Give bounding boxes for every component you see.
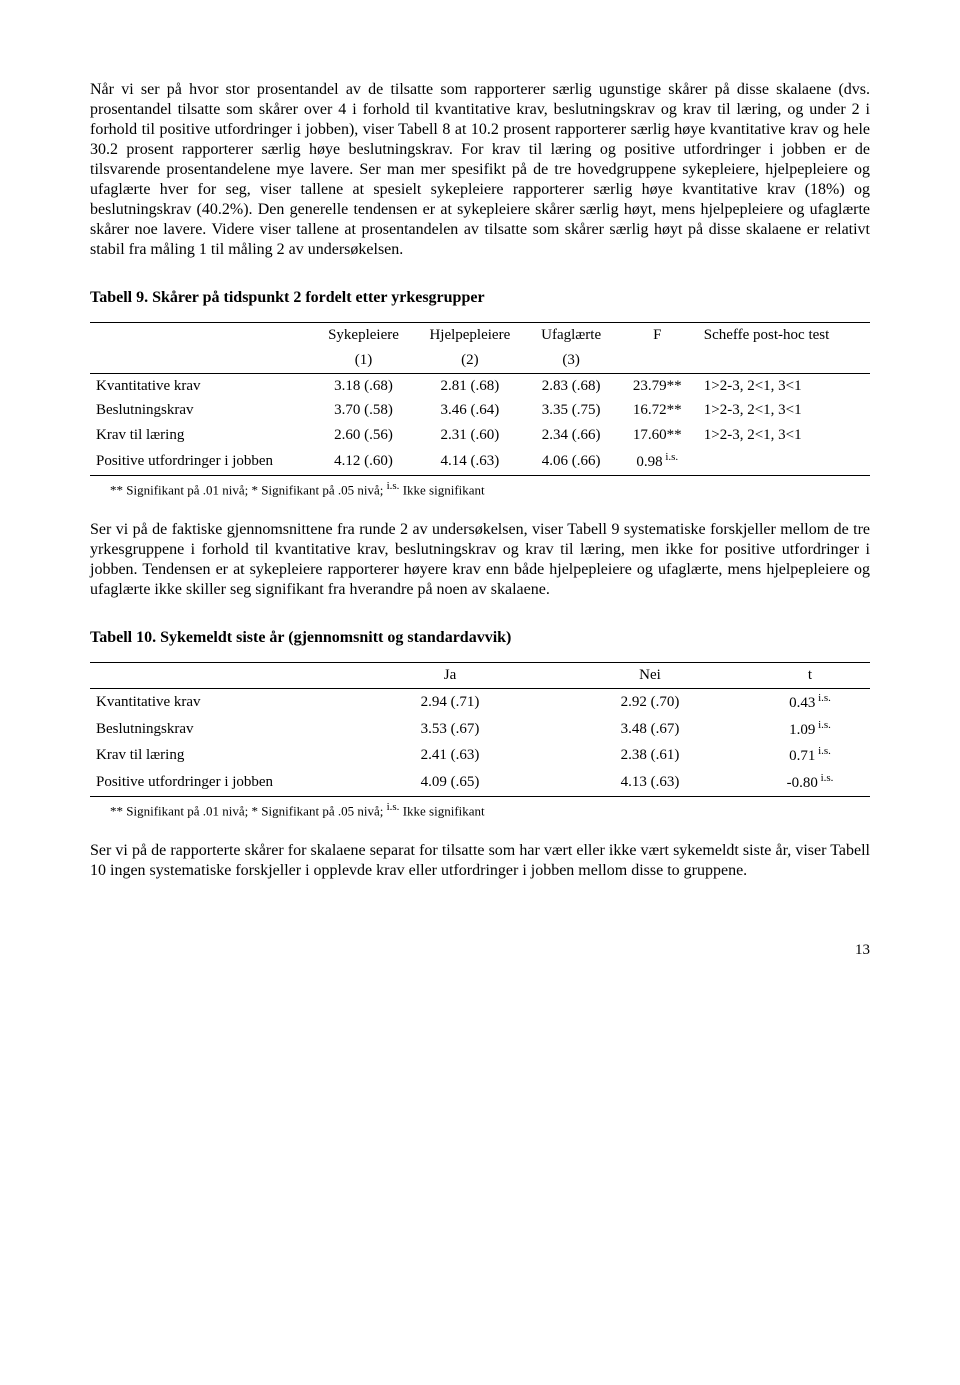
cell: 3.70 (.58)	[313, 398, 414, 423]
table-9-footnote: ** Signifikant på .01 nivå; * Signifikan…	[110, 480, 870, 499]
cell-f: 16.72**	[617, 398, 698, 423]
t10-h-t: t	[750, 663, 870, 689]
cell: 4.13 (.63)	[550, 769, 750, 796]
cell: 2.92 (.70)	[550, 688, 750, 715]
table-10: Ja Nei t Kvantitative krav2.94 (.71)2.92…	[90, 662, 870, 797]
cell-f: 0.98 i.s.	[617, 448, 698, 475]
cell-f: 17.60**	[617, 423, 698, 448]
t9-h-n2: (2)	[414, 348, 525, 373]
row-label: Kvantitative krav	[90, 688, 350, 715]
row-label: Krav til læring	[90, 423, 313, 448]
table-10-footnote: ** Signifikant på .01 nivå; * Signifikan…	[110, 801, 870, 820]
row-label: Krav til læring	[90, 742, 350, 769]
t9-h-n1: (1)	[313, 348, 414, 373]
table-9-title: Tabell 9. Skårer på tidspunkt 2 fordelt …	[90, 288, 870, 308]
table-row: Positive utfordringer i jobben4.12 (.60)…	[90, 448, 870, 475]
row-label: Positive utfordringer i jobben	[90, 448, 313, 475]
row-label: Positive utfordringer i jobben	[90, 769, 350, 796]
cell-t: -0.80 i.s.	[750, 769, 870, 796]
t9-h-n3: (3)	[526, 348, 617, 373]
table-10-title: Tabell 10. Sykemeldt siste år (gjennomsn…	[90, 628, 870, 648]
cell: 2.83 (.68)	[526, 373, 617, 398]
table-row: Beslutningskrav3.70 (.58)3.46 (.64)3.35 …	[90, 398, 870, 423]
t9-h-ufaglaerte: Ufaglærte	[526, 323, 617, 348]
cell: 3.18 (.68)	[313, 373, 414, 398]
paragraph-3: Ser vi på de rapporterte skårer for skal…	[90, 841, 870, 881]
cell-posthoc: 1>2-3, 2<1, 3<1	[698, 398, 870, 423]
t9-h-sykepleiere: Sykepleiere	[313, 323, 414, 348]
cell-posthoc: 1>2-3, 2<1, 3<1	[698, 423, 870, 448]
cell-f: 23.79**	[617, 373, 698, 398]
row-label: Beslutningskrav	[90, 716, 350, 743]
cell: 4.06 (.66)	[526, 448, 617, 475]
cell: 3.48 (.67)	[550, 716, 750, 743]
cell: 4.14 (.63)	[414, 448, 525, 475]
cell-t: 1.09 i.s.	[750, 716, 870, 743]
cell-t: 0.43 i.s.	[750, 688, 870, 715]
cell: 2.60 (.56)	[313, 423, 414, 448]
table-9: Sykepleiere Hjelpepleiere Ufaglærte F Sc…	[90, 322, 870, 476]
table-row: Kvantitative krav3.18 (.68)2.81 (.68)2.8…	[90, 373, 870, 398]
paragraph-2: Ser vi på de faktiske gjennomsnittene fr…	[90, 520, 870, 600]
cell: 3.46 (.64)	[414, 398, 525, 423]
cell: 4.12 (.60)	[313, 448, 414, 475]
cell-t: 0.71 i.s.	[750, 742, 870, 769]
table-row: Beslutningskrav3.53 (.67)3.48 (.67)1.09 …	[90, 716, 870, 743]
t9-h-f: F	[617, 323, 698, 348]
row-label: Beslutningskrav	[90, 398, 313, 423]
cell: 4.09 (.65)	[350, 769, 550, 796]
t9-h-hjelpepleiere: Hjelpepleiere	[414, 323, 525, 348]
cell: 3.35 (.75)	[526, 398, 617, 423]
table-row: Kvantitative krav2.94 (.71)2.92 (.70)0.4…	[90, 688, 870, 715]
paragraph-1: Når vi ser på hvor stor prosentandel av …	[90, 80, 870, 260]
page-number: 13	[90, 941, 870, 960]
table-row: Krav til læring2.41 (.63)2.38 (.61)0.71 …	[90, 742, 870, 769]
cell: 2.41 (.63)	[350, 742, 550, 769]
table-row: Krav til læring2.60 (.56)2.31 (.60)2.34 …	[90, 423, 870, 448]
t10-h-nei: Nei	[550, 663, 750, 689]
t9-h-scheffe: Scheffe post-hoc test	[698, 323, 870, 348]
row-label: Kvantitative krav	[90, 373, 313, 398]
cell: 2.31 (.60)	[414, 423, 525, 448]
cell: 2.94 (.71)	[350, 688, 550, 715]
t10-h-ja: Ja	[350, 663, 550, 689]
cell: 2.34 (.66)	[526, 423, 617, 448]
cell: 2.81 (.68)	[414, 373, 525, 398]
cell: 2.38 (.61)	[550, 742, 750, 769]
table-row: Positive utfordringer i jobben4.09 (.65)…	[90, 769, 870, 796]
cell: 3.53 (.67)	[350, 716, 550, 743]
cell-posthoc: 1>2-3, 2<1, 3<1	[698, 373, 870, 398]
cell-posthoc	[698, 448, 870, 475]
